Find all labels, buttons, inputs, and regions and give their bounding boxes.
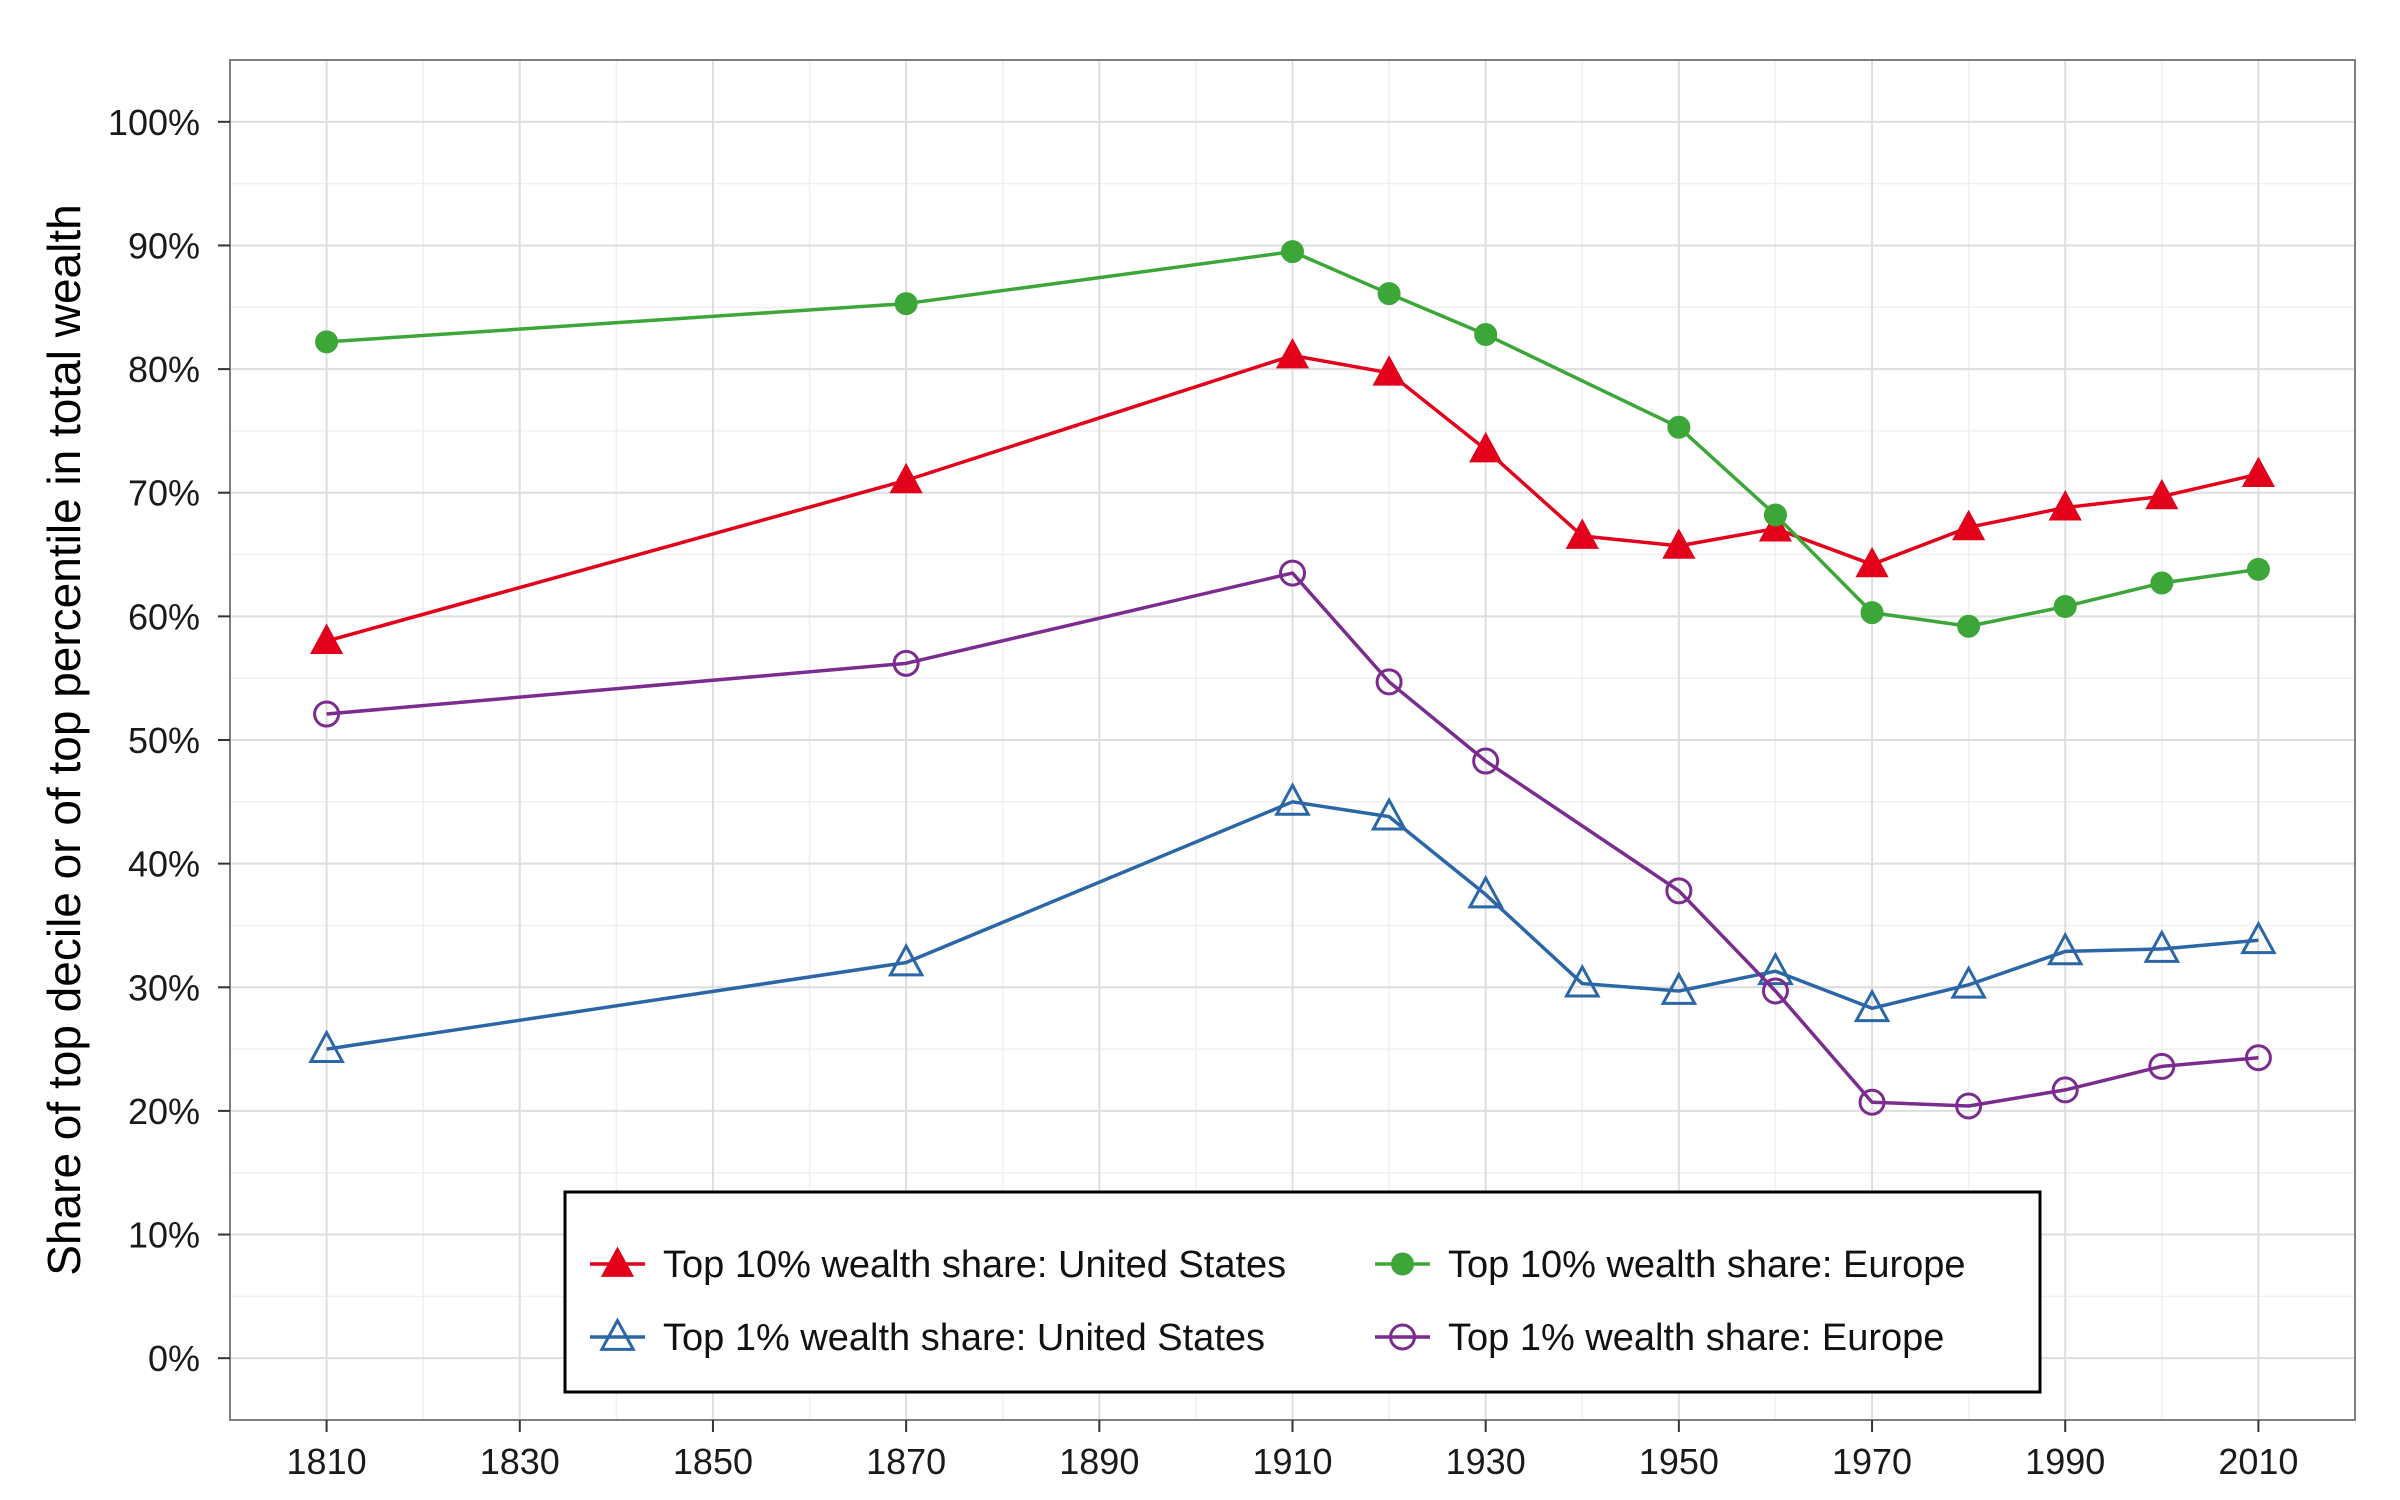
- data-point: [894, 292, 918, 316]
- data-point: [1763, 503, 1787, 527]
- data-point: [2046, 931, 2084, 966]
- y-tick-label: 20%: [128, 1091, 200, 1132]
- x-tick-label: 1890: [1059, 1441, 1139, 1482]
- legend-marker: [1389, 1323, 1416, 1351]
- data-point: [1474, 322, 1498, 346]
- y-tick-label: 60%: [128, 596, 200, 637]
- data-point: [1662, 528, 1696, 559]
- data-point: [2240, 920, 2277, 955]
- data-point: [1952, 509, 1986, 541]
- data-point: [2053, 594, 2077, 618]
- data-point: [1565, 518, 1599, 549]
- series-2: [308, 782, 2277, 1063]
- x-tick-label: 2010: [2218, 1441, 2298, 1482]
- x-tick-label: 1970: [1832, 1441, 1912, 1482]
- data-point: [1853, 988, 1891, 1023]
- data-point: [887, 942, 925, 977]
- data-point: [2051, 1076, 2079, 1104]
- data-point: [1372, 355, 1406, 386]
- data-point: [1955, 1092, 1983, 1120]
- legend-item: Top 10% wealth share: Europe: [1375, 1244, 1966, 1286]
- x-tick-label: 1810: [287, 1441, 367, 1482]
- x-tick-label: 1930: [1446, 1441, 1526, 1482]
- data-point: [1660, 971, 1698, 1005]
- series-line: [326, 249, 2259, 629]
- y-tick-label: 40%: [128, 844, 200, 885]
- data-point: [1279, 559, 1306, 587]
- data-point: [2048, 490, 2082, 521]
- data-point: [1275, 337, 1310, 369]
- y-tick-label: 80%: [128, 349, 200, 390]
- data-point: [2145, 478, 2179, 510]
- data-point: [1665, 877, 1693, 905]
- x-tick-label: 1950: [1639, 1441, 1719, 1482]
- data-point: [1860, 601, 1884, 625]
- legend-label: Top 1% wealth share: United States: [663, 1317, 1265, 1359]
- series-line: [326, 571, 2259, 1108]
- series-line: [326, 800, 2259, 1051]
- data-point: [1667, 415, 1691, 439]
- data-point: [1858, 1088, 1886, 1116]
- y-tick-label: 100%: [108, 102, 200, 143]
- series-3: [313, 559, 2272, 1120]
- y-tick-label: 70%: [128, 473, 200, 514]
- legend-label: Top 10% wealth share: Europe: [1448, 1244, 1966, 1286]
- data-point: [309, 623, 344, 654]
- data-point: [1370, 797, 1408, 831]
- legend-marker: [600, 1246, 635, 1277]
- y-tick-label: 50%: [128, 720, 200, 761]
- y-axis-title: Share of top decile or of top percentile…: [38, 204, 90, 1275]
- data-point: [313, 700, 341, 728]
- legend: Top 10% wealth share: United States Top 1…: [563, 1190, 2042, 1394]
- data-point: [1467, 874, 1504, 909]
- legend-item: Top 1% wealth share: United States: [590, 1317, 1265, 1359]
- series-layer: [308, 240, 2277, 1120]
- legend-marker: [599, 1317, 636, 1351]
- data-point: [1957, 614, 1981, 638]
- data-point: [1757, 951, 1794, 986]
- x-tick-label: 1830: [480, 1441, 560, 1482]
- legend-item: Top 1% wealth share: Europe: [1375, 1317, 1944, 1359]
- series-1: [315, 240, 2270, 638]
- x-tick-label: 1850: [673, 1441, 753, 1482]
- y-axis: 0% 10% 20% 30% 40% 50% 60% 70% 80% 90% 100%: [108, 102, 230, 1379]
- data-point: [308, 1029, 345, 1063]
- legend-label: Top 10% wealth share: United States: [663, 1244, 1286, 1286]
- x-tick-label: 1910: [1252, 1441, 1332, 1482]
- data-point: [1563, 963, 1601, 998]
- legend-marker: [1391, 1252, 1414, 1276]
- data-point: [1375, 668, 1403, 696]
- series-0: [309, 337, 2276, 654]
- data-point: [1274, 782, 1311, 816]
- data-point: [1377, 282, 1401, 306]
- data-point: [2143, 929, 2181, 963]
- data-point: [2244, 1044, 2272, 1072]
- data-point: [315, 330, 339, 354]
- y-tick-label: 10%: [128, 1215, 200, 1256]
- data-point: [1758, 511, 1793, 542]
- x-tick-label: 1870: [866, 1441, 946, 1482]
- data-point: [1472, 747, 1500, 775]
- data-point: [2150, 571, 2174, 595]
- legend-item: Top 10% wealth share: United States: [590, 1244, 1286, 1286]
- x-axis: 1810 1830 1850 1870 1890 1910 1930 1950 1970 1990…: [287, 1420, 2298, 1482]
- data-point: [1469, 431, 1503, 463]
- data-point: [889, 462, 923, 494]
- legend-label: Top 1% wealth share: Europe: [1448, 1317, 1944, 1359]
- data-point: [1855, 546, 1889, 578]
- legend-box: [563, 1190, 2042, 1394]
- data-point: [1281, 240, 1304, 264]
- data-point: [2241, 456, 2276, 488]
- x-tick-label: 1990: [2025, 1441, 2105, 1482]
- y-tick-label: 90%: [128, 225, 200, 266]
- data-point: [2148, 1052, 2176, 1080]
- data-point: [2246, 557, 2270, 581]
- data-point: [892, 649, 920, 677]
- y-tick-label: 0%: [148, 1338, 200, 1379]
- data-point: [1761, 977, 1789, 1005]
- y-tick-label: 30%: [128, 967, 200, 1008]
- data-point: [1950, 965, 1987, 999]
